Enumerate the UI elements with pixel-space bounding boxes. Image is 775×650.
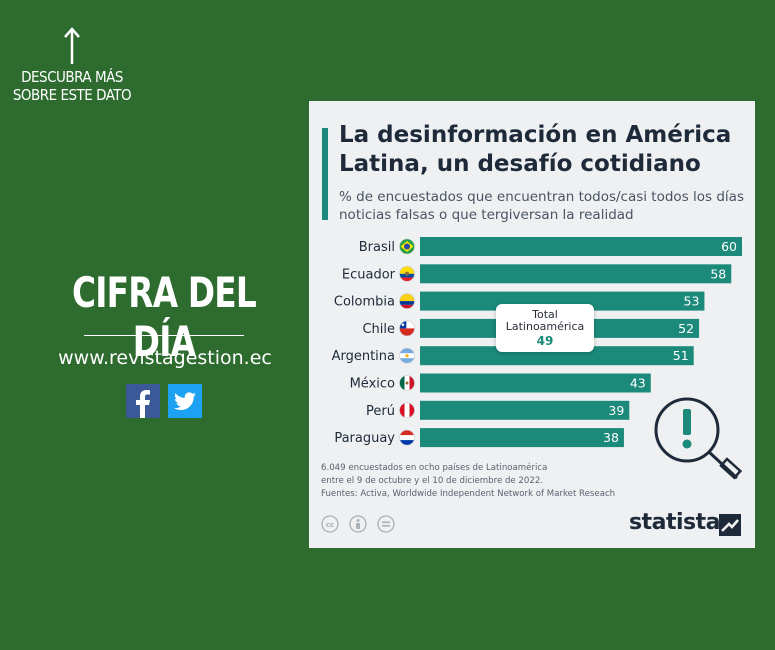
chile-flag-icon <box>399 320 415 336</box>
colombia-flag-icon <box>399 293 415 309</box>
category-label: México <box>350 377 395 392</box>
callout-label: Total Latinoamérica <box>505 308 585 333</box>
data-label: 38 <box>603 430 619 445</box>
page-heading: CIFRA DEL DÍA <box>71 268 257 366</box>
paraguay-flag-icon <box>399 430 415 446</box>
peru-flag-ring <box>399 402 415 419</box>
category-label: Colombia <box>334 295 395 310</box>
footnote: 6.049 encuestados en ocho países de Lati… <box>321 462 661 501</box>
data-label: 43 <box>630 376 646 391</box>
peru-flag-icon <box>399 402 415 418</box>
title-accent-bar <box>322 128 328 220</box>
nd-icon <box>377 515 395 533</box>
twitter-icon[interactable] <box>168 384 202 418</box>
ecuador-flag-ring <box>399 265 415 282</box>
category-label: Brasil <box>359 240 395 255</box>
bar <box>420 346 694 366</box>
facebook-icon[interactable] <box>126 384 160 418</box>
brazil-flag-ring <box>399 238 415 255</box>
statista-logo-text: statista <box>629 510 720 535</box>
total-callout: Total Latinoamérica 49 <box>496 304 594 352</box>
chile-flag-ring <box>399 320 415 337</box>
statista-card: La desinformación en América Latina, un … <box>309 101 755 548</box>
by-icon <box>349 515 367 533</box>
website-link[interactable]: www.revistagestion.ec <box>58 347 272 369</box>
sources-line: Fuentes: Activa, Worldwide Independent N… <box>321 489 616 499</box>
data-label: 51 <box>673 348 689 363</box>
ecuador-flag-icon <box>399 266 415 282</box>
bar <box>420 264 732 284</box>
cc-icon: cc <box>321 515 339 533</box>
divider <box>84 335 244 336</box>
bar <box>420 400 630 420</box>
category-label: Paraguay <box>334 431 395 446</box>
data-label: 60 <box>721 239 737 254</box>
magnifier-alert-icon <box>654 397 743 480</box>
bar <box>420 237 742 256</box>
up-arrow-icon <box>64 27 80 64</box>
paraguay-flag-ring <box>399 429 415 446</box>
chart-subtitle: % de encuestados que encuentran todos/ca… <box>339 189 744 223</box>
category-label: Perú <box>366 404 395 419</box>
svg-text:cc: cc <box>326 521 334 529</box>
brazil-flag-icon <box>399 239 415 254</box>
data-label: 52 <box>678 321 694 336</box>
argentina-flag-icon <box>399 348 415 364</box>
data-label: 53 <box>684 294 700 309</box>
footnote-line: entre el 9 de octubre y el 10 de diciemb… <box>321 476 544 486</box>
data-label: 58 <box>710 266 726 281</box>
bar <box>420 428 624 448</box>
argentina-flag-ring <box>399 347 415 364</box>
category-label: Chile <box>362 322 395 337</box>
chart-title: La desinformación en América Latina, un … <box>339 122 732 177</box>
bar <box>420 373 651 393</box>
discover-more-link[interactable]: DESCUBRA MÁS SOBRE ESTE DATO <box>12 68 132 104</box>
statista-logo-icon <box>719 514 741 536</box>
mexico-flag-ring <box>399 375 415 391</box>
category-label: Ecuador <box>342 267 396 282</box>
category-label: Argentina <box>332 349 395 364</box>
footnote-line: 6.049 encuestados en ocho países de Lati… <box>321 463 548 473</box>
callout-value: 49 <box>536 334 554 348</box>
data-label: 39 <box>608 403 624 418</box>
colombia-flag-ring <box>399 293 415 309</box>
mexico-flag-icon <box>399 375 415 391</box>
bar <box>420 291 705 311</box>
